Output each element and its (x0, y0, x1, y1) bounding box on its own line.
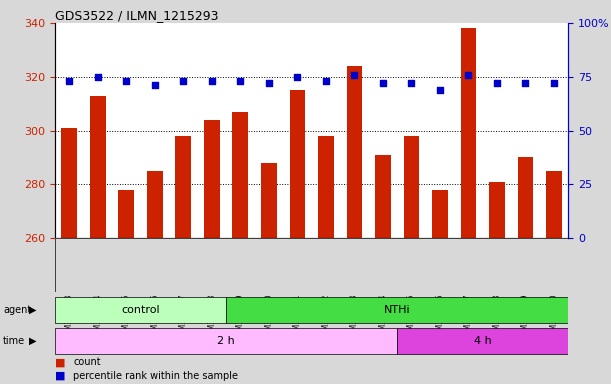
Text: ▶: ▶ (29, 336, 37, 346)
Bar (461, 28, 477, 238)
Text: 4 h: 4 h (474, 336, 492, 346)
Text: ■: ■ (55, 358, 65, 367)
Bar (346, 66, 362, 238)
Bar (489, 182, 505, 238)
Bar (397, 328, 568, 354)
Point (207, 78, 217, 84)
Bar (261, 163, 277, 238)
Text: control: control (121, 305, 160, 315)
Text: ■: ■ (55, 371, 65, 381)
Point (435, 87, 445, 93)
Bar (403, 136, 419, 238)
Point (64, 78, 74, 84)
Point (293, 74, 302, 80)
Point (122, 78, 131, 84)
Text: NTHi: NTHi (384, 305, 411, 315)
Point (492, 80, 502, 86)
Text: GDS3522 / ILMN_1215293: GDS3522 / ILMN_1215293 (55, 9, 219, 22)
Bar (119, 190, 134, 238)
Point (321, 78, 331, 84)
Bar (61, 128, 77, 238)
Bar (204, 120, 219, 238)
Point (349, 71, 359, 78)
Point (521, 80, 530, 86)
Point (464, 71, 474, 78)
Text: agent: agent (3, 305, 31, 315)
Bar (226, 297, 568, 323)
Text: count: count (73, 358, 101, 367)
Point (378, 80, 388, 86)
Bar (90, 96, 106, 238)
Bar (546, 171, 562, 238)
Text: percentile rank within the sample: percentile rank within the sample (73, 371, 238, 381)
Point (235, 78, 245, 84)
Text: ▶: ▶ (29, 305, 37, 315)
Point (406, 80, 416, 86)
Bar (432, 190, 448, 238)
Point (93, 74, 103, 80)
Bar (318, 136, 334, 238)
Bar (175, 136, 191, 238)
Bar (55, 297, 226, 323)
Bar (232, 112, 248, 238)
Bar (55, 328, 397, 354)
Point (178, 78, 188, 84)
Bar (147, 171, 163, 238)
Text: 2 h: 2 h (217, 336, 235, 346)
Bar (518, 157, 533, 238)
Bar (55, 238, 568, 292)
Bar (375, 155, 391, 238)
Point (150, 82, 159, 88)
Text: time: time (3, 336, 25, 346)
Point (264, 80, 274, 86)
Bar (290, 90, 306, 238)
Point (549, 80, 559, 86)
